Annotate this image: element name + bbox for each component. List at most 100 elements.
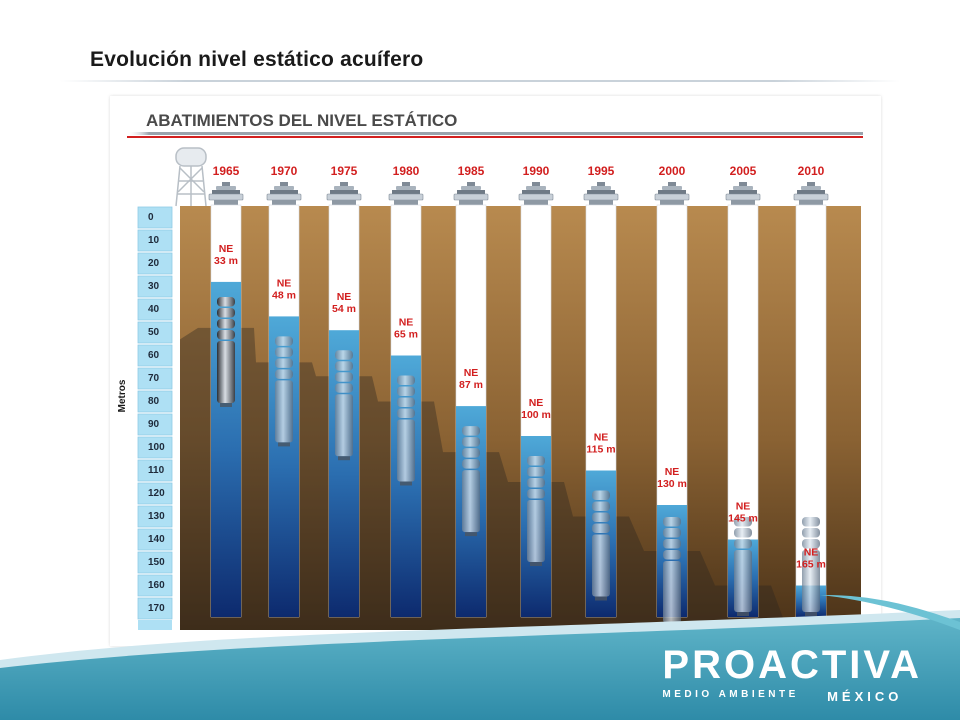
wellhead-icon <box>654 182 690 205</box>
ne-depth-label: 54 m <box>332 303 356 315</box>
ne-depth-label: 100 m <box>521 409 551 421</box>
well-year-label: 1985 <box>458 164 485 178</box>
heading-grey-rule <box>127 132 863 135</box>
wellhead-icon <box>793 182 829 205</box>
depth-tick-box: 0 <box>137 206 173 229</box>
wellhead-icon <box>208 182 244 205</box>
depth-tick-label: 30 <box>148 281 160 292</box>
wellhead-icon <box>725 182 761 205</box>
depth-tick-box: 150 <box>137 551 173 574</box>
pump-icon <box>335 350 353 461</box>
depth-tick-box: 30 <box>137 275 173 298</box>
depth-tick-box: 20 <box>137 252 173 275</box>
ne-label: NE <box>464 367 479 379</box>
pump-icon <box>462 426 480 537</box>
well-year-label: 2005 <box>730 164 757 178</box>
wellhead-icon <box>518 182 554 205</box>
brand-subline: MEDIO AMBIENTE MÉXICO <box>662 689 902 704</box>
water-tower-icon <box>175 147 207 207</box>
well-year-label: 1970 <box>271 164 298 178</box>
depth-tick-label: 0 <box>148 212 154 223</box>
ne-depth-label: 33 m <box>214 255 238 267</box>
heading-red-rule <box>127 136 863 138</box>
depth-tick-label: 160 <box>148 580 165 591</box>
ne-depth-label: 130 m <box>657 478 687 490</box>
well-year-label: 1965 <box>213 164 240 178</box>
ne-depth-label: 115 m <box>586 444 615 456</box>
brand-country: MÉXICO <box>827 689 903 704</box>
depth-tick-label: 80 <box>148 396 160 407</box>
depth-axis-label: Metros <box>117 379 128 412</box>
ne-label: NE <box>219 243 234 255</box>
depth-tick-box: 100 <box>137 436 173 459</box>
depth-tick-label: 20 <box>148 258 160 269</box>
depth-tick-label: 50 <box>148 327 160 338</box>
depth-tick-box: 160 <box>137 574 173 597</box>
pump-icon <box>397 375 415 486</box>
ne-label: NE <box>277 277 292 289</box>
pump-icon <box>527 456 545 566</box>
depth-tick-box: 90 <box>137 413 173 436</box>
ne-label: NE <box>804 547 819 559</box>
ne-depth-label: 65 m <box>394 329 418 341</box>
ne-label: NE <box>736 501 751 513</box>
ne-label: NE <box>594 432 609 444</box>
depth-tick-box: 40 <box>137 298 173 321</box>
diagram-heading: ABATIMIENTOS DEL NIVEL ESTÁTICO <box>146 111 457 130</box>
depth-tick-label: 10 <box>148 235 160 246</box>
depth-tick-label: 60 <box>148 350 160 361</box>
ne-label: NE <box>665 466 680 478</box>
brand-logo: PROACTIVA MEDIO AMBIENTE MÉXICO <box>662 645 922 704</box>
depth-tick-box: 140 <box>137 528 173 551</box>
well-year-label: 2000 <box>659 164 686 178</box>
ne-label: NE <box>337 291 352 303</box>
depth-tick-box: 130 <box>137 505 173 528</box>
title-divider <box>60 80 900 82</box>
pump-icon <box>592 490 610 601</box>
depth-tick-label: 150 <box>148 557 165 568</box>
depth-tick-label: 40 <box>148 304 160 315</box>
brand-name: PROACTIVA <box>662 643 922 687</box>
depth-tick-label: 100 <box>148 442 165 453</box>
depth-tick-box: 50 <box>137 321 173 344</box>
pump-icon <box>734 517 752 616</box>
pump-icon <box>275 336 293 447</box>
ne-depth-label: 145 m <box>728 513 758 525</box>
depth-tick-label: 130 <box>148 511 165 522</box>
brand-tagline: MEDIO AMBIENTE <box>662 689 799 700</box>
ne-label: NE <box>399 317 414 329</box>
wellhead-icon <box>583 182 619 205</box>
depth-tick-label: 90 <box>148 419 160 430</box>
footer-wave <box>0 594 960 720</box>
depth-tick-box: 120 <box>137 482 173 505</box>
pump-icon <box>802 517 820 616</box>
well-year-label: 1990 <box>523 164 550 178</box>
wellhead-icon <box>326 182 362 205</box>
depth-tick-label: 170 <box>148 603 165 614</box>
wellhead-icon <box>453 182 489 205</box>
aquifer-diagram: ABATIMIENTOS DEL NIVEL ESTÁTICO 0 10 20 30 4… <box>110 96 881 646</box>
depth-tick-label: 120 <box>148 488 165 499</box>
depth-tick-label: 70 <box>148 373 160 384</box>
aquifer-diagram-svg: ABATIMIENTOS DEL NIVEL ESTÁTICO 0 10 20 30 4… <box>117 111 863 630</box>
depth-tick-label: 140 <box>148 534 165 545</box>
ne-label: NE <box>529 397 544 409</box>
depth-tick-box: 60 <box>137 344 173 367</box>
ne-depth-label: 87 m <box>459 379 483 391</box>
wellhead-icon <box>266 182 302 205</box>
depth-tick-box: 80 <box>137 390 173 413</box>
depth-tick-box: 110 <box>137 459 173 482</box>
well-year-label: 1975 <box>331 164 358 178</box>
pump-icon <box>217 297 235 407</box>
well-year-label: 2010 <box>798 164 825 178</box>
